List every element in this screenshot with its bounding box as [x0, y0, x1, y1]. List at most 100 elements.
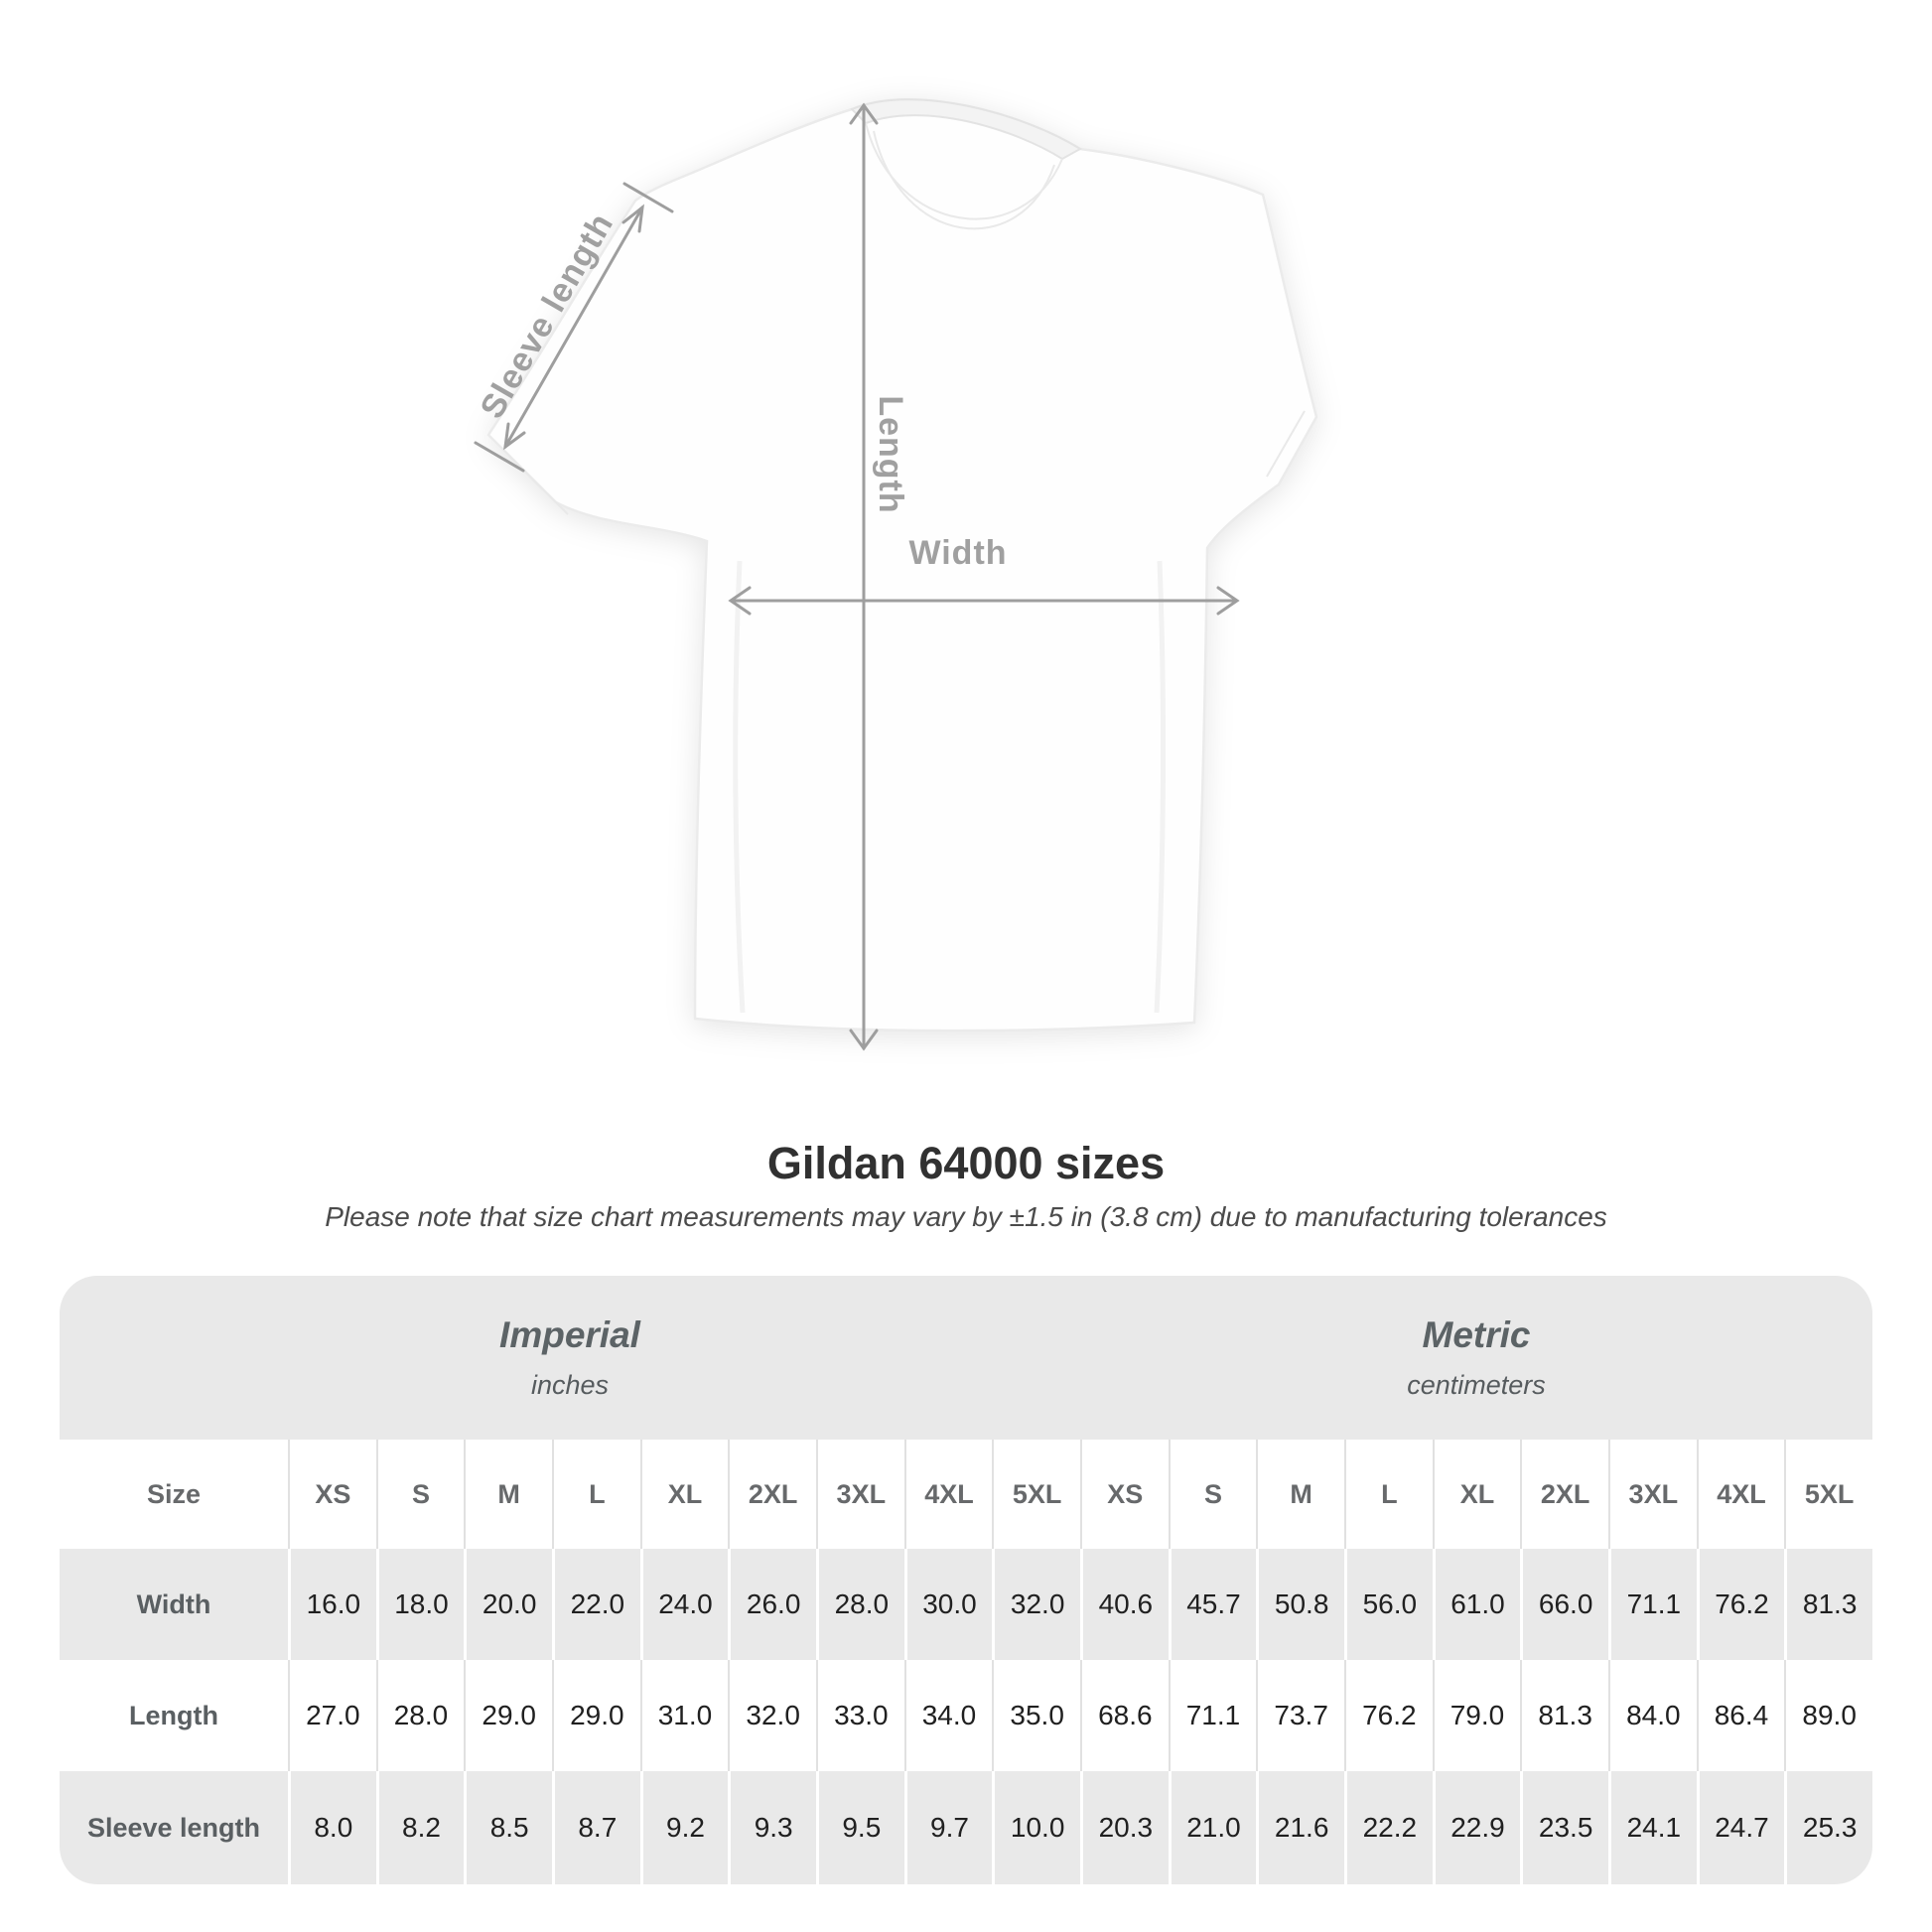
imperial-size-header-cell: 4XL: [903, 1440, 993, 1549]
tshirt-silhouette: [486, 97, 1318, 1033]
sleeve-length-arrow: [474, 182, 674, 473]
metric-value-cell: 84.0: [1607, 1660, 1697, 1771]
metric-value-cell: 81.3: [1520, 1660, 1608, 1771]
metric-value-cell: 81.3: [1784, 1549, 1872, 1660]
collar-band: [850, 98, 1082, 161]
metric-value-cell: 61.0: [1432, 1549, 1521, 1660]
imperial-value-cell: 31.0: [639, 1660, 729, 1771]
imperial-size-header-cell: 2XL: [728, 1440, 816, 1549]
imperial-size-header-cell: L: [551, 1440, 640, 1549]
imperial-value-cell: 28.0: [375, 1660, 465, 1771]
metric-size-header-cell: XS: [1079, 1440, 1169, 1549]
imperial-value-cell: 28.0: [815, 1549, 904, 1660]
metric-value-cell: 25.3: [1784, 1771, 1872, 1884]
imperial-value-cell: 32.0: [992, 1549, 1080, 1660]
metric-value-cell: 79.0: [1432, 1660, 1521, 1771]
metric-value-cell: 22.9: [1432, 1771, 1521, 1884]
metric-value-cell: 40.6: [1079, 1549, 1169, 1660]
imperial-value-cell: 33.0: [815, 1660, 904, 1771]
imperial-value-cell: 27.0: [288, 1660, 376, 1771]
left-cuff-seam: [501, 448, 569, 515]
imperial-value-cell: 20.0: [464, 1549, 552, 1660]
metric-value-cell: 56.0: [1343, 1549, 1433, 1660]
metric-value-cell: 50.8: [1256, 1549, 1344, 1660]
metric-value-cell: 76.2: [1343, 1660, 1433, 1771]
right-cuff-seam: [1266, 410, 1306, 478]
imperial-value-cell: 10.0: [992, 1771, 1080, 1884]
imperial-value-cell: 8.5: [464, 1771, 552, 1884]
metric-size-header-cell: S: [1168, 1440, 1257, 1549]
imperial-size-header-cell: S: [375, 1440, 465, 1549]
imperial-value-cell: 16.0: [288, 1549, 376, 1660]
imperial-size-header-cell: M: [464, 1440, 552, 1549]
imperial-value-cell: 29.0: [551, 1660, 640, 1771]
row-label: Width: [60, 1549, 288, 1660]
length-arrow: [849, 102, 879, 1051]
imperial-value-cell: 9.5: [815, 1771, 904, 1884]
row-label: Sleeve length: [60, 1771, 288, 1884]
metric-value-cell: 20.3: [1079, 1771, 1169, 1884]
metric-value-cell: 24.1: [1607, 1771, 1697, 1884]
body-fold-left: [733, 560, 746, 1014]
metric-size-header-cell: L: [1343, 1440, 1433, 1549]
size-table: Size XS S M L XL 2XL 3XL 4XL 5XL XS S M L XL 2XL 3XL 4XL 5…: [60, 1440, 1872, 1884]
imperial-size-header-cell: 3XL: [815, 1440, 904, 1549]
imperial-value-cell: 24.0: [639, 1549, 729, 1660]
metric-value-cell: 71.1: [1607, 1549, 1697, 1660]
imperial-group-header: Imperial inches: [60, 1276, 1080, 1440]
length-label: Length: [872, 395, 909, 513]
size-table-panel: Imperial inches Metric centimeters Size X…: [60, 1276, 1872, 1884]
metric-size-header-cell: XL: [1432, 1440, 1521, 1549]
metric-value-cell: 68.6: [1079, 1660, 1169, 1771]
metric-size-header-cell: 5XL: [1784, 1440, 1872, 1549]
imperial-group-title: Imperial: [499, 1314, 640, 1355]
metric-group-unit: centimeters: [1407, 1370, 1546, 1400]
imperial-group-unit: inches: [530, 1370, 610, 1400]
metric-value-cell: 86.4: [1696, 1660, 1785, 1771]
metric-size-header-cell: 2XL: [1520, 1440, 1608, 1549]
imperial-value-cell: 32.0: [728, 1660, 816, 1771]
imperial-value-cell: 9.3: [728, 1771, 816, 1884]
imperial-value-cell: 26.0: [728, 1549, 816, 1660]
metric-value-cell: 89.0: [1784, 1660, 1872, 1771]
metric-size-header-cell: 4XL: [1696, 1440, 1785, 1549]
page-title: Gildan 64000 sizes: [766, 1138, 1166, 1188]
imperial-size-header-cell: 5XL: [992, 1440, 1080, 1549]
metric-size-header-cell: M: [1256, 1440, 1344, 1549]
metric-value-cell: 21.6: [1256, 1771, 1344, 1884]
imperial-value-cell: 8.0: [288, 1771, 376, 1884]
metric-value-cell: 24.7: [1696, 1771, 1785, 1884]
size-column-header: Size: [60, 1440, 288, 1549]
imperial-value-cell: 8.7: [551, 1771, 640, 1884]
metric-group-header: Metric centimeters: [1080, 1276, 1872, 1440]
metric-value-cell: 66.0: [1520, 1549, 1608, 1660]
imperial-size-header-cell: XL: [639, 1440, 729, 1549]
imperial-value-cell: 8.2: [375, 1771, 465, 1884]
body-fold-right: [1154, 560, 1167, 1014]
width-label: Width: [908, 534, 1007, 572]
imperial-value-cell: 34.0: [903, 1660, 993, 1771]
imperial-value-cell: 18.0: [375, 1549, 465, 1660]
metric-group-title: Metric: [1422, 1314, 1531, 1355]
unit-group-header: Imperial inches Metric centimeters: [60, 1276, 1872, 1440]
metric-value-cell: 21.0: [1168, 1771, 1257, 1884]
imperial-value-cell: 22.0: [551, 1549, 640, 1660]
collar-inner-seam: [873, 130, 1055, 230]
metric-value-cell: 23.5: [1520, 1771, 1608, 1884]
imperial-value-cell: 9.2: [639, 1771, 729, 1884]
imperial-value-cell: 29.0: [464, 1660, 552, 1771]
width-arrow: [728, 586, 1240, 616]
metric-value-cell: 73.7: [1256, 1660, 1344, 1771]
row-label: Length: [60, 1660, 288, 1771]
imperial-value-cell: 30.0: [903, 1549, 993, 1660]
metric-value-cell: 22.2: [1343, 1771, 1433, 1884]
metric-size-header-cell: 3XL: [1607, 1440, 1697, 1549]
metric-value-cell: 45.7: [1168, 1549, 1257, 1660]
metric-value-cell: 76.2: [1696, 1549, 1785, 1660]
imperial-value-cell: 9.7: [903, 1771, 993, 1884]
metric-value-cell: 71.1: [1168, 1660, 1257, 1771]
imperial-value-cell: 35.0: [992, 1660, 1080, 1771]
imperial-size-header-cell: XS: [288, 1440, 376, 1549]
